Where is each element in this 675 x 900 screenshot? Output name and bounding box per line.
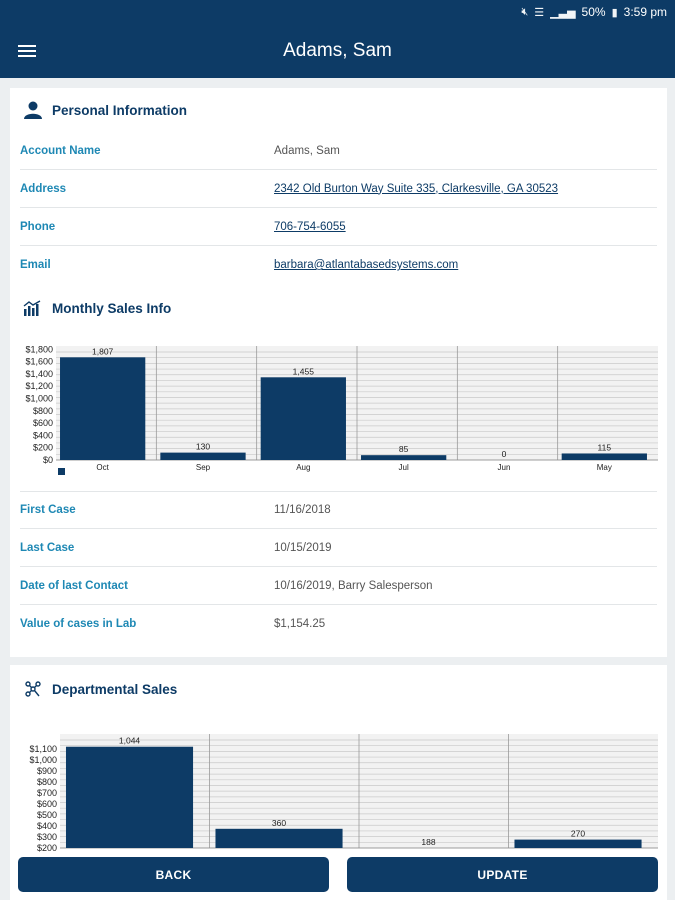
bar bbox=[215, 828, 343, 848]
bar-data-label: 85 bbox=[399, 444, 409, 454]
email-link[interactable]: barbara@atlantabasedsystems.com bbox=[274, 259, 459, 271]
monthly-sales-svg: $0 $200 $400 $600 $800 $1,000 $1,200 $1,400 $1,6… bbox=[25, 344, 658, 475]
battery-percent: 50% bbox=[581, 5, 606, 19]
departmental-sales-svg: $200$300$400$500$600$700$800$900$1,000$1… bbox=[29, 734, 658, 853]
y-tick-label: $600 bbox=[33, 418, 53, 428]
y-tick-label: $1,400 bbox=[25, 369, 53, 379]
scatter-chart-icon bbox=[22, 678, 44, 700]
x-tick-label: Aug bbox=[296, 463, 310, 472]
info-row-account-name: Account Name Adams, Sam bbox=[20, 132, 657, 170]
y-tick-label: $800 bbox=[33, 406, 53, 416]
y-tick-label: $200 bbox=[33, 443, 53, 453]
departmental-card: Departmental Sales $200 $300 $400 $500 $600 $… bbox=[10, 665, 667, 900]
address-link[interactable]: 2342 Old Burton Way Suite 335, Clarkesvi… bbox=[274, 182, 559, 195]
back-button[interactable]: BACK bbox=[18, 857, 329, 892]
y-tick-label: $600 bbox=[37, 799, 57, 809]
x-tick-label: Oct bbox=[96, 463, 109, 472]
y-tick-label: $900 bbox=[37, 766, 57, 776]
bar-data-label: 360 bbox=[272, 818, 286, 828]
y-tick-label: $400 bbox=[33, 430, 53, 440]
info-label: Last Case bbox=[20, 541, 75, 554]
bar bbox=[65, 746, 194, 848]
monthly-sales-header: Monthly Sales Info bbox=[10, 284, 667, 332]
wifi-icon: ☰ bbox=[534, 6, 545, 19]
y-tick-label: $700 bbox=[37, 788, 57, 798]
phone-link[interactable]: 706-754-6055 bbox=[274, 220, 346, 233]
info-row-phone: Phone 706-754-6055 bbox=[20, 208, 657, 246]
legend-swatch bbox=[58, 468, 65, 475]
update-button[interactable]: UPDATE bbox=[347, 857, 658, 892]
info-value: $1,154.25 bbox=[274, 618, 326, 630]
info-label: First Case bbox=[20, 504, 76, 516]
info-label: Date of last Contact bbox=[20, 579, 128, 592]
bar bbox=[514, 839, 642, 848]
info-label: Email bbox=[20, 259, 51, 271]
departmental-sales-header: Departmental Sales bbox=[10, 665, 667, 713]
bar-data-label: 1,807 bbox=[92, 346, 114, 356]
bar bbox=[60, 357, 146, 460]
info-label: Account Name bbox=[20, 144, 101, 157]
info-label: Phone bbox=[20, 220, 56, 233]
y-tick-label: $1,000 bbox=[29, 755, 57, 765]
personal-info-header: Personal Information bbox=[10, 88, 667, 132]
info-value: Adams, Sam bbox=[274, 144, 340, 157]
info-value: 11/16/2018 bbox=[274, 504, 331, 516]
info-value: 10/16/2019, Barry Salesperson bbox=[274, 579, 433, 592]
y-tick-label: $400 bbox=[37, 821, 57, 831]
y-tick-label: $1,000 bbox=[25, 394, 53, 404]
info-row-address: Address 2342 Old Burton Way Suite 335, C… bbox=[20, 170, 657, 208]
menu-icon[interactable] bbox=[18, 38, 46, 64]
x-tick-label: May bbox=[597, 463, 612, 472]
bar-data-label: 188 bbox=[421, 837, 435, 847]
y-tick-label: $0 bbox=[43, 455, 53, 465]
bar-data-label: 1,455 bbox=[293, 366, 315, 376]
section-title: Departmental Sales bbox=[52, 681, 178, 697]
bar bbox=[361, 455, 447, 460]
y-tick-label: $300 bbox=[37, 832, 57, 842]
x-tick-label: Jun bbox=[498, 463, 511, 472]
person-icon bbox=[22, 99, 44, 121]
x-tick-label: Sep bbox=[196, 463, 211, 472]
info-row-first-case: First Case 11/16/2018 bbox=[20, 491, 657, 529]
info-row-last-case: Last Case 10/15/2019 bbox=[20, 529, 657, 567]
y-tick-label: $1,800 bbox=[25, 344, 53, 354]
info-row-email: Email barbara@atlantabasedsystems.com bbox=[20, 246, 657, 284]
y-tick-label: $800 bbox=[37, 777, 57, 787]
bar bbox=[260, 377, 346, 460]
y-tick-label: $1,100 bbox=[29, 744, 57, 754]
info-label: Value of cases in Lab bbox=[20, 618, 137, 630]
x-tick-label: Jul bbox=[399, 463, 409, 472]
departmental-sales-chart: $200 $300 $400 $500 $600 $700 $800 $900 $1,000 $1… bbox=[10, 713, 667, 900]
info-label: Address bbox=[20, 182, 67, 195]
section-title: Personal Information bbox=[52, 102, 188, 118]
y-tick-label: $1,200 bbox=[25, 381, 53, 391]
page-title: Adams, Sam bbox=[283, 40, 392, 61]
info-row-lab-value: Value of cases in Lab $1,154.25 bbox=[20, 605, 657, 643]
info-row-last-contact: Date of last Contact 10/16/2019, Barry S… bbox=[20, 567, 657, 605]
y-tick-label: $500 bbox=[37, 810, 57, 820]
bar-chart-icon bbox=[22, 297, 44, 319]
bar-data-label: 130 bbox=[196, 442, 210, 452]
info-value: 10/15/2019 bbox=[274, 541, 332, 554]
bar-data-label: 1,044 bbox=[119, 736, 141, 746]
battery-icon: ▮ bbox=[611, 6, 618, 19]
y-tick-label: $1,600 bbox=[25, 357, 53, 367]
mute-icon: 🔇︎ bbox=[521, 5, 529, 18]
clock: 3:59 pm bbox=[623, 5, 667, 19]
bar bbox=[561, 453, 647, 460]
y-tick-label: $200 bbox=[37, 843, 57, 853]
section-title: Monthly Sales Info bbox=[52, 300, 172, 316]
bar bbox=[160, 452, 246, 460]
bar-data-label: 115 bbox=[598, 442, 612, 452]
app-bar: Adams, Sam bbox=[0, 24, 675, 78]
signal-icon: ▁▃▅ bbox=[550, 6, 576, 19]
monthly-sales-chart: $0 $200 $400 $600 $800 $1,000 $1,200 $1,400 $1,6… bbox=[10, 332, 667, 491]
bar-data-label: 270 bbox=[571, 829, 585, 839]
bar-data-label: 0 bbox=[502, 449, 507, 459]
status-bar: 🔇︎ ☰ ▁▃▅ 50% ▮ 3:59 pm bbox=[0, 0, 675, 24]
account-card: Personal Information Account Name Adams,… bbox=[10, 88, 667, 657]
content-scroll[interactable]: Personal Information Account Name Adams,… bbox=[10, 88, 667, 900]
